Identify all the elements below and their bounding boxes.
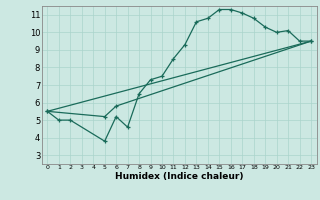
X-axis label: Humidex (Indice chaleur): Humidex (Indice chaleur) [115,172,244,181]
